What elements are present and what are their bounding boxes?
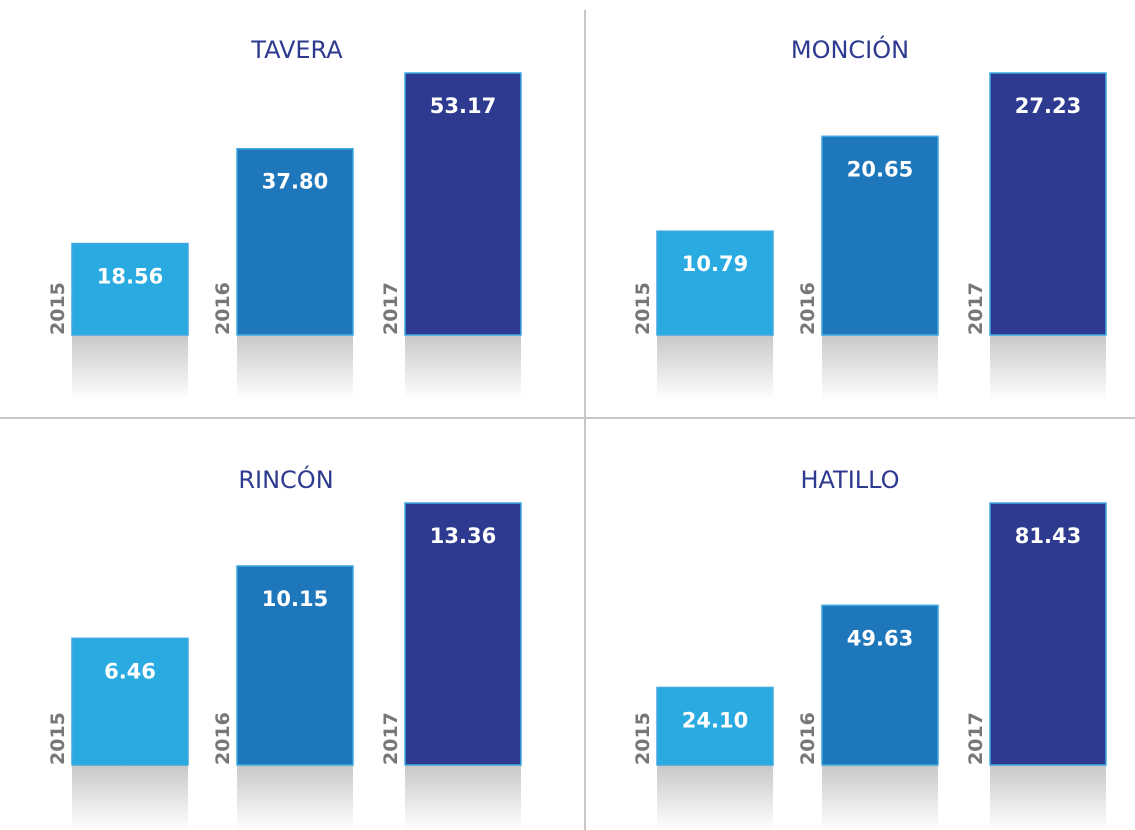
bar bbox=[821, 604, 939, 766]
reflection bbox=[822, 765, 938, 830]
chart-title: MONCIÓN bbox=[791, 34, 909, 64]
year-label: 2015 bbox=[632, 712, 654, 765]
year-label: 2015 bbox=[47, 712, 69, 765]
reflection bbox=[72, 765, 188, 830]
value-label: 53.17 bbox=[430, 94, 496, 118]
reflection bbox=[405, 335, 521, 400]
value-label: 81.43 bbox=[1015, 524, 1081, 548]
reflection bbox=[405, 765, 521, 830]
value-label: 20.65 bbox=[847, 157, 913, 181]
year-label: 2017 bbox=[965, 282, 987, 335]
reflection bbox=[990, 335, 1106, 400]
value-label: 10.79 bbox=[682, 252, 748, 276]
bar bbox=[656, 230, 774, 336]
reflection bbox=[72, 335, 188, 400]
bar bbox=[404, 72, 522, 336]
reflection bbox=[657, 335, 773, 400]
value-label: 49.63 bbox=[847, 626, 913, 650]
reflection bbox=[990, 765, 1106, 830]
chart-title: RINCÓN bbox=[238, 464, 333, 494]
bar bbox=[656, 686, 774, 766]
year-label: 2016 bbox=[797, 712, 819, 765]
reflection bbox=[822, 335, 938, 400]
value-label: 27.23 bbox=[1015, 94, 1081, 118]
chart-title: HATILLO bbox=[800, 466, 899, 494]
reflection bbox=[237, 765, 353, 830]
chart-title: TAVERA bbox=[250, 36, 343, 64]
reflection bbox=[657, 765, 773, 830]
bar bbox=[821, 135, 939, 336]
year-label: 2017 bbox=[965, 712, 987, 765]
year-label: 2016 bbox=[212, 712, 234, 765]
value-label: 13.36 bbox=[430, 524, 496, 548]
year-label: 2017 bbox=[380, 712, 402, 765]
reflection bbox=[237, 335, 353, 400]
bar bbox=[989, 502, 1107, 766]
value-label: 24.10 bbox=[682, 708, 748, 732]
year-label: 2017 bbox=[380, 282, 402, 335]
bar bbox=[71, 242, 189, 336]
year-label: 2015 bbox=[632, 282, 654, 335]
bar bbox=[989, 72, 1107, 336]
bar bbox=[236, 147, 354, 336]
value-label: 6.46 bbox=[104, 659, 156, 683]
bar bbox=[236, 565, 354, 766]
year-label: 2016 bbox=[797, 282, 819, 335]
year-label: 2016 bbox=[212, 282, 234, 335]
bar bbox=[71, 637, 189, 766]
year-label: 2015 bbox=[47, 282, 69, 335]
value-label: 10.15 bbox=[262, 587, 328, 611]
value-label: 37.80 bbox=[262, 170, 328, 194]
bar bbox=[404, 502, 522, 766]
value-label: 18.56 bbox=[97, 265, 163, 289]
